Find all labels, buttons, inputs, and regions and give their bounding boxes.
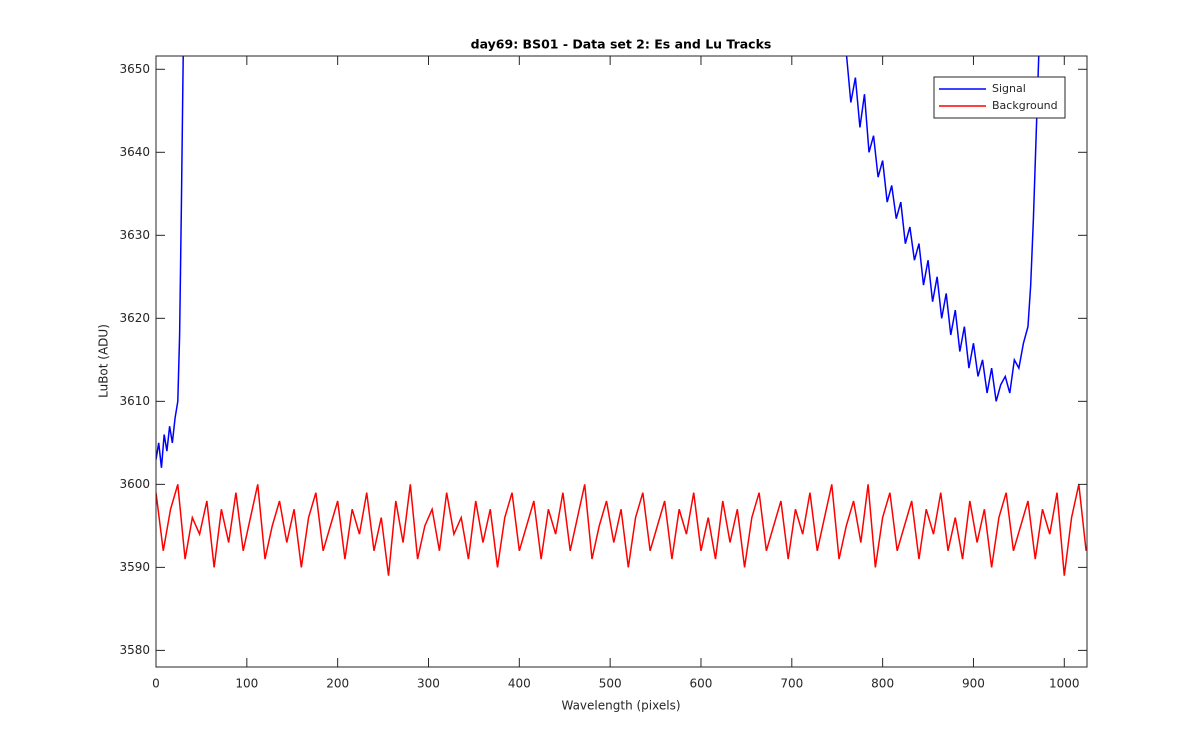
y-tick-label: 3590 — [119, 560, 150, 574]
plot-lines — [156, 56, 1087, 576]
x-tick-label: 0 — [152, 677, 160, 691]
x-tick-label: 500 — [599, 677, 622, 691]
x-tick-label: 300 — [417, 677, 440, 691]
x-tick-label: 100 — [235, 677, 258, 691]
x-tick-label: 1000 — [1049, 677, 1080, 691]
series-line — [156, 56, 184, 468]
x-tick-label: 400 — [508, 677, 531, 691]
series-line — [156, 484, 1087, 576]
legend-box — [933, 76, 1066, 119]
x-tick-label: 700 — [780, 677, 803, 691]
chart-title: day69: BS01 - Data set 2: Es and Lu Trac… — [471, 37, 772, 52]
x-tick-label: 900 — [962, 677, 985, 691]
x-tick-label: 200 — [326, 677, 349, 691]
y-tick-label: 3600 — [119, 477, 150, 491]
legend-label: Background — [992, 99, 1058, 112]
series-line — [845, 56, 1040, 402]
y-tick-label: 3580 — [119, 643, 150, 657]
x-axis-label: Wavelength (pixels) — [561, 699, 680, 713]
y-tick-label: 3620 — [119, 311, 150, 325]
axes-box — [155, 55, 1088, 668]
y-tick-label: 3630 — [119, 228, 150, 242]
legend-label: Signal — [992, 82, 1026, 95]
x-tick-label: 600 — [690, 677, 713, 691]
x-tick-label: 800 — [871, 677, 894, 691]
y-tick-label: 3610 — [119, 394, 150, 408]
y-tick-label: 3640 — [119, 145, 150, 159]
y-axis-label: LuBot (ADU) — [97, 324, 111, 398]
y-tick-label: 3650 — [119, 62, 150, 76]
